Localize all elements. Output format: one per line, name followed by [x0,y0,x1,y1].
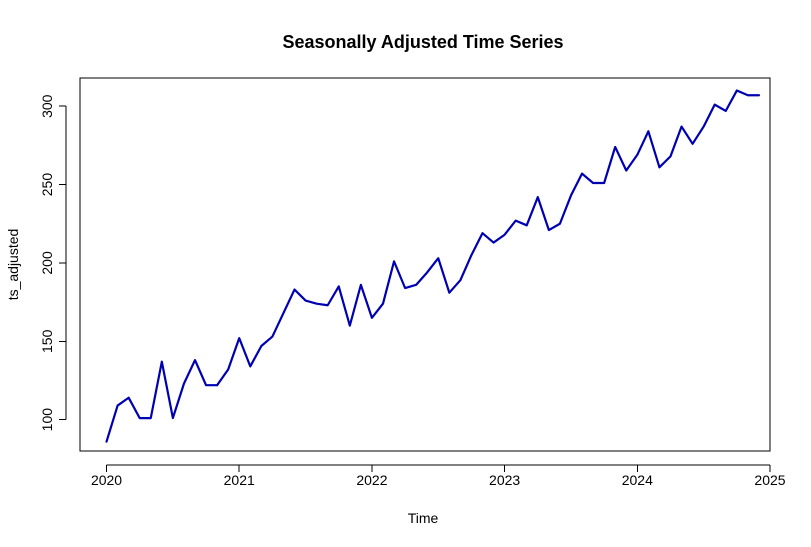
y-tick-label: 300 [39,94,55,118]
x-tick-label: 2020 [91,472,122,488]
x-tick-label: 2025 [754,472,785,488]
y-tick-label: 200 [39,251,55,275]
x-axis: 2020 2021 2022 2023 2024 2025 [91,464,786,488]
x-tick-label: 2024 [622,472,653,488]
series-layer [105,89,761,443]
y-tick-label: 150 [39,329,55,353]
y-axis-label: ts_adjusted [5,229,21,301]
y-tick-label: 100 [39,408,55,432]
x-tick-label: 2023 [489,472,520,488]
chart-title: Seasonally Adjusted Time Series [282,32,563,52]
x-tick-label: 2022 [356,472,387,488]
y-axis: 100 150 200 250 300 [39,94,67,432]
y-tick-label: 250 [39,173,55,197]
series-line-1 [105,89,761,443]
plot-area-border [79,77,771,452]
x-tick-label: 2021 [224,472,255,488]
x-axis-label: Time [408,510,439,526]
